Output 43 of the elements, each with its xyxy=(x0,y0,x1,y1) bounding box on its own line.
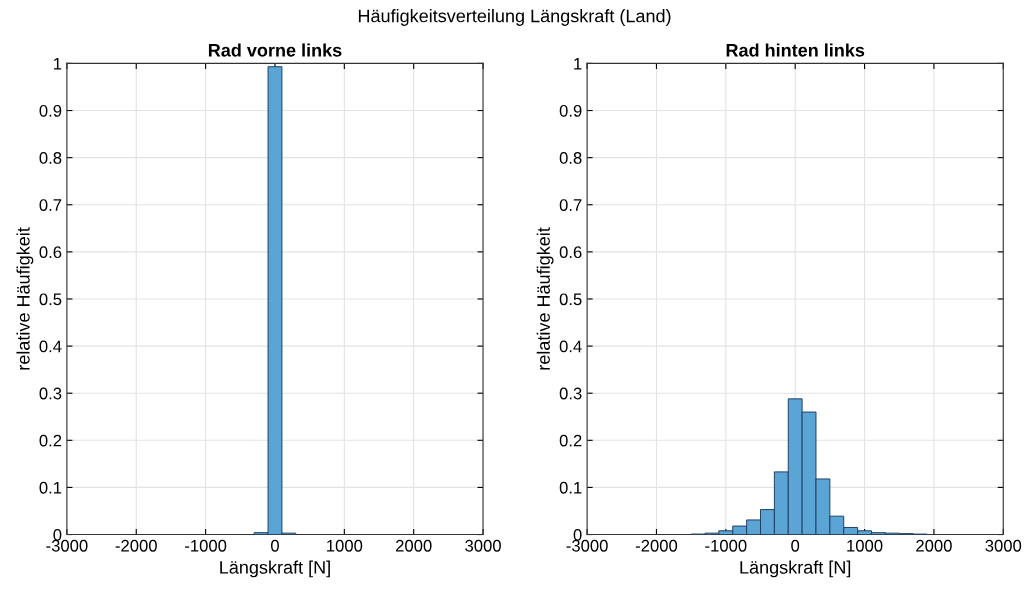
y-tick-label: 0.1 xyxy=(559,481,582,494)
y-tick-label: 1 xyxy=(574,57,582,70)
y-tick-label: 0.6 xyxy=(559,246,582,259)
x-tick-label: -1000 xyxy=(185,539,227,552)
x-tick-label: -2000 xyxy=(635,539,678,552)
y-tick-label: 0.4 xyxy=(559,340,582,353)
y-tick-label: 0.5 xyxy=(559,293,582,306)
x-tick-label: 2000 xyxy=(396,539,432,552)
x-tick-label: 1000 xyxy=(327,539,363,552)
y-axis-title: relative Häufigkeit xyxy=(536,227,554,370)
y-tick-label: 0.3 xyxy=(39,387,62,400)
x-tick-label: 0 xyxy=(270,539,279,552)
y-tick-label: 0.8 xyxy=(39,152,62,164)
y-tick-label: 0.7 xyxy=(559,199,582,211)
y-tick-label: 0.3 xyxy=(559,387,582,400)
y-tick-label: 1 xyxy=(54,57,62,70)
x-axis-title: Längskraft [N] xyxy=(740,560,851,578)
x-tick-label: -3000 xyxy=(566,539,608,552)
x-tick-label: 0 xyxy=(791,539,800,552)
y-tick-label: 0.2 xyxy=(39,434,62,447)
x-tick-label: -1000 xyxy=(705,539,747,552)
y-tick-label: 0 xyxy=(573,528,582,541)
y-tick-label: 0.9 xyxy=(559,104,582,117)
y-tick-label: 0.7 xyxy=(39,199,62,211)
chart-title: Rad vorne links xyxy=(208,43,342,57)
y-tick-label: 0.6 xyxy=(39,246,62,259)
x-tick-label: 2000 xyxy=(916,539,952,552)
y-tick-label: 0.1 xyxy=(39,481,62,494)
y-tick-label: 0.4 xyxy=(39,340,62,353)
x-tick-label: 1000 xyxy=(847,539,883,552)
chart-title: Rad hinten links xyxy=(726,43,865,57)
y-tick-label: 0 xyxy=(53,528,62,541)
x-tick-label: -3000 xyxy=(46,539,88,552)
x-tick-label: 3000 xyxy=(465,539,501,552)
text: Häufigkeitsverteilung Längskraft (Land) xyxy=(358,9,671,26)
y-tick-label: 0.5 xyxy=(39,293,62,306)
y-tick-label: 0.2 xyxy=(559,434,582,447)
x-tick-label: 3000 xyxy=(985,539,1022,552)
y-axis-title: relative Häufigkeit xyxy=(16,227,34,370)
x-tick-label: -2000 xyxy=(115,539,157,552)
y-tick-label: 0.8 xyxy=(559,152,582,164)
x-axis-title: Längskraft [N] xyxy=(220,560,330,578)
y-tick-label: 0.9 xyxy=(39,104,62,117)
